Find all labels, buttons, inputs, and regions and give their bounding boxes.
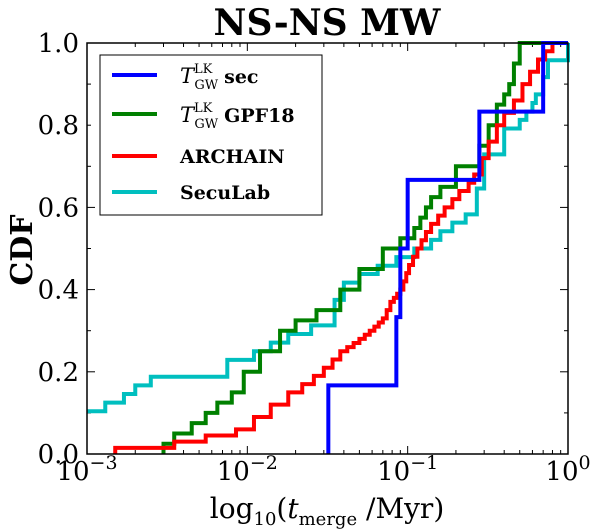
series-group <box>87 41 570 454</box>
legend-items: TLK GW sec TLK GW GPF18 ARCHAIN SecuLab <box>112 62 295 204</box>
legend-label-seculab: SecuLab <box>180 182 270 204</box>
x-axis-label-var: t <box>287 492 299 525</box>
plot-frame <box>86 42 569 455</box>
x-tick-label: 10−1 <box>377 452 438 487</box>
x-tick-label: 100 <box>545 452 590 487</box>
y-tick-label: 0.8 <box>38 111 79 141</box>
x-tick-label: 10−3 <box>56 452 117 487</box>
x-axis-label-prefix-sub: 10 <box>254 509 277 530</box>
y-tick-labels: 0.0 0.2 0.4 0.6 0.8 1.0 <box>38 29 79 470</box>
y-axis-label: CDF <box>5 214 40 285</box>
x-axis-label-unit: /Myr) <box>357 492 444 525</box>
series-line-sec <box>326 41 568 454</box>
chart-title: NS-NS MW <box>214 2 441 44</box>
y-tick-label: 0.6 <box>38 193 79 223</box>
y-tick-label: 0.4 <box>38 276 79 306</box>
legend: TLK GW sec TLK GW GPF18 ARCHAIN SecuLab <box>99 54 323 216</box>
legend-label-archain: ARCHAIN <box>179 146 285 168</box>
legend-label-gpf18: TLK GW GPF18 <box>180 101 295 132</box>
y-tick-label: 1.0 <box>38 29 79 59</box>
x-axis-label-prefix: log <box>210 492 254 525</box>
y-tick-label: 0.0 <box>38 440 79 470</box>
plot-area <box>86 41 570 455</box>
x-axis-label-open: ( <box>276 492 287 525</box>
x-axis-label: log10(tmerge /Myr) <box>210 492 445 530</box>
legend-label-sec: TLK GW sec <box>180 62 258 93</box>
legend-box <box>99 54 323 216</box>
x-tick-labels: 10−3 10−2 10−1 100 <box>56 452 590 487</box>
y-tick-label: 0.2 <box>38 358 79 388</box>
x-tick-label: 10−2 <box>217 452 278 487</box>
x-axis-label-var-sub: merge <box>299 509 358 530</box>
